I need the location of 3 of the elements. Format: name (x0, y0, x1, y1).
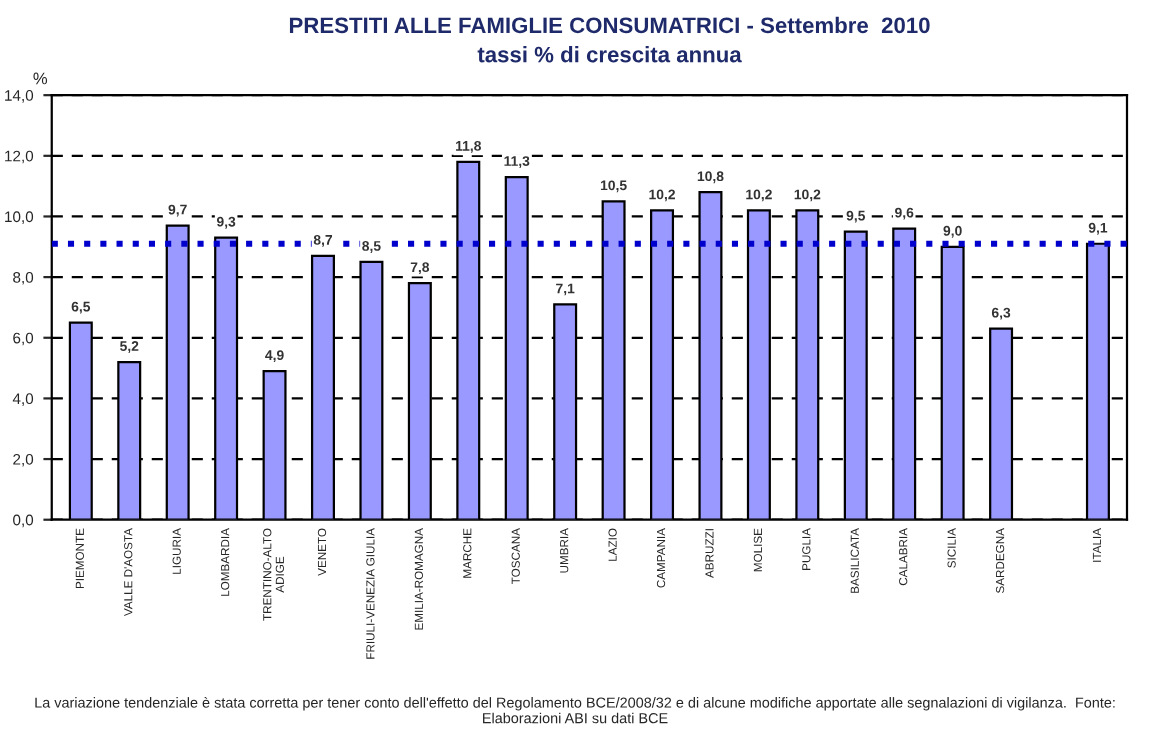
y-axis-title: % (33, 72, 48, 85)
chart-title: PRESTITI ALLE FAMIGLIE CONSUMATRICI - Settembre 2010 (289, 16, 930, 34)
chart-subtitle: tassi % di crescita annua (477, 46, 742, 63)
